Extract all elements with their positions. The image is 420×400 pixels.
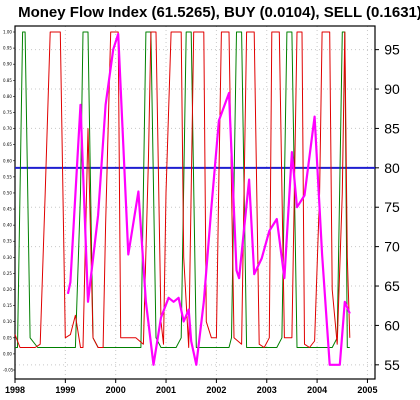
- left-tick-label-6: 0.70: [3, 126, 12, 131]
- left-tick-label-0: 1.00: [3, 30, 12, 35]
- right-tick-label-4: 75: [384, 199, 400, 215]
- left-tick-label-16: 0.20: [3, 287, 12, 292]
- x-tick-label-5: 2003: [257, 385, 277, 395]
- right-tick-label-6: 65: [384, 278, 400, 294]
- x-tick-label-0: 1998: [5, 385, 25, 395]
- chart-title: Money Flow Index (61.5265), BUY (0.0104)…: [18, 4, 420, 21]
- series-line-0: [66, 32, 351, 366]
- left-tick-label-8: 0.60: [3, 158, 12, 163]
- series-group: [14, 31, 351, 366]
- left-tick-label-1: 0.95: [3, 46, 12, 51]
- right-tick-label-3: 80: [384, 160, 400, 176]
- left-tick-label-17: 0.15: [3, 303, 12, 308]
- x-tick-label-2: 2000: [106, 385, 126, 395]
- right-tick-label-2: 85: [384, 120, 400, 136]
- left-tick-label-2: 0.90: [3, 62, 12, 67]
- plot-frame: [14, 25, 376, 380]
- series-line-2: [15, 31, 350, 348]
- left-tick-label-4: 0.80: [3, 94, 12, 99]
- left-tick-label-3: 0.85: [3, 78, 12, 83]
- left-tick-label-10: 0.50: [3, 190, 12, 195]
- right-tick-label-0: 95: [384, 42, 400, 58]
- x-tick-label-4: 2002: [206, 385, 226, 395]
- left-tick-label-15: 0.25: [3, 271, 12, 276]
- right-tick-label-8: 55: [384, 357, 400, 373]
- right-tick-label-1: 90: [384, 81, 400, 97]
- x-tick-label-6: 2004: [307, 385, 327, 395]
- left-tick-label-7: 0.65: [3, 142, 12, 147]
- x-tick-label-1: 1999: [55, 385, 75, 395]
- left-axis: 1.00 0.95 0.90 0.85 0.80 0.75 0.70 0.65 0.60 0.55…: [3, 30, 15, 373]
- left-tick-label-14: 0.30: [3, 255, 12, 260]
- left-tick-label-21: -0.05: [3, 368, 14, 373]
- left-tick-label-5: 0.75: [3, 110, 12, 115]
- right-tick-label-5: 70: [384, 239, 400, 255]
- series-line-1: [14, 31, 351, 348]
- left-tick-label-13: 0.35: [3, 239, 12, 244]
- left-tick-label-12: 0.40: [3, 223, 12, 228]
- left-tick-label-18: 0.10: [3, 319, 12, 324]
- left-tick-label-11: 0.45: [3, 207, 12, 212]
- right-tick-label-7: 60: [384, 317, 400, 333]
- left-tick-label-9: 0.55: [3, 174, 12, 179]
- x-axis: 1998 1999 2000 2001 2002 2003 2004 2005: [5, 379, 377, 395]
- x-tick-label-3: 2001: [156, 385, 176, 395]
- x-tick-label-7: 2005: [357, 385, 377, 395]
- right-axis: 95 90 85 80 75 70 65 60 55: [375, 42, 400, 373]
- left-tick-label-20: 0.00: [3, 351, 12, 356]
- left-tick-label-19: 0.05: [3, 335, 12, 340]
